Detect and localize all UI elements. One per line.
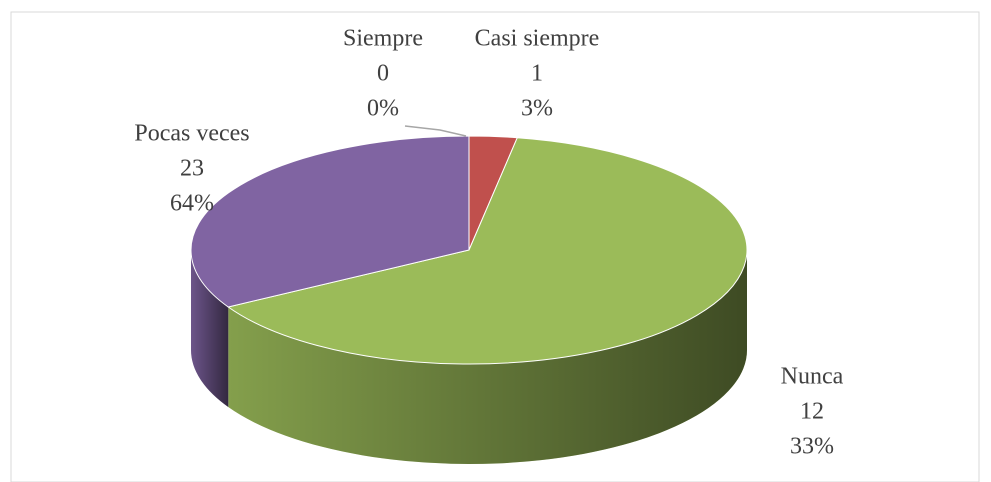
data-label-percent: 3% [521, 96, 553, 122]
data-label-value: 0 [377, 61, 389, 87]
slice-side-shade [191, 250, 229, 407]
data-label-name: Siempre [343, 26, 423, 52]
slice [227, 137, 748, 365]
data-label-value: 1 [531, 61, 543, 87]
chart-border [10, 11, 980, 482]
data-label-percent: 64% [170, 191, 214, 217]
slice [190, 135, 470, 308]
data-label-value: 23 [180, 156, 204, 182]
data-label-value: 12 [800, 399, 824, 425]
data-label-name: Pocas veces [134, 121, 249, 147]
data-label-name: Casi siempre [475, 26, 600, 52]
data-label-percent: 0% [367, 96, 399, 122]
data-label-name: Nunca [781, 364, 844, 390]
leader-line [404, 125, 467, 137]
slice-side-shade [228, 250, 747, 465]
data-label-percent: 33% [790, 434, 834, 460]
